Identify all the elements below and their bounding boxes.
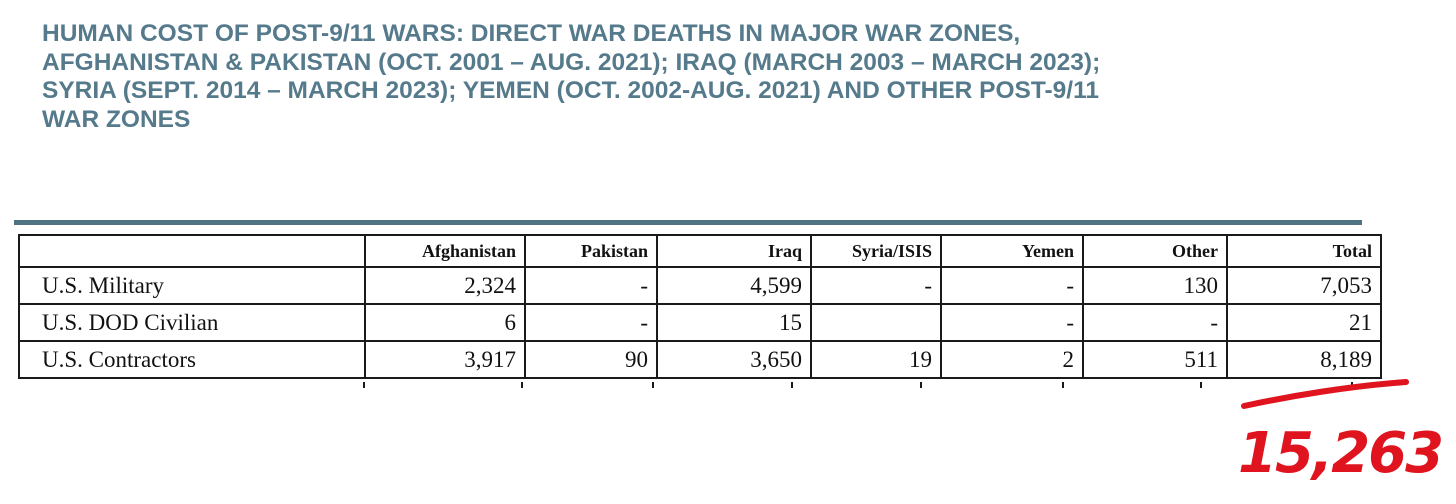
column-divider-tail: [521, 382, 523, 388]
title-line-4: WAR ZONES: [42, 105, 191, 133]
table-cell: -: [524, 266, 658, 305]
table-cell: -: [1082, 303, 1228, 342]
table-cell: 130: [1082, 266, 1228, 305]
table-cell: 511: [1082, 340, 1228, 379]
table-cell: [810, 303, 942, 342]
table-cell: 19: [810, 340, 942, 379]
table-row: U.S. Military 2,324 - 4,599 - - 130 7,05…: [18, 266, 1382, 305]
header-cell-blank: [18, 234, 366, 268]
title-line-1: HUMAN COST OF POST-9/11 WARS: DIRECT WAR…: [42, 20, 1021, 47]
title-line-3: SYRIA (SEPT. 2014 – MARCH 2023); YEMEN (…: [42, 77, 1100, 104]
column-divider-tail: [1200, 382, 1202, 388]
table-cell: 2: [940, 340, 1084, 379]
table-row: U.S. Contractors 3,917 90 3,650 19 2 511…: [18, 340, 1382, 379]
table-cell: 6: [364, 303, 526, 342]
header-cell-yemen: Yemen: [940, 234, 1084, 268]
page-title: HUMAN COST OF POST-9/11 WARS: DIRECT WAR…: [42, 20, 1362, 134]
table-cell: -: [940, 266, 1084, 305]
table-cell: 90: [524, 340, 658, 379]
header-cell-pakistan: Pakistan: [524, 234, 658, 268]
table-cell: -: [524, 303, 658, 342]
header-divider: [14, 220, 1362, 225]
table-cell: 8,189: [1226, 340, 1382, 379]
table-cell: -: [810, 266, 942, 305]
table-cell: 3,650: [656, 340, 812, 379]
header-cell-afghanistan: Afghanistan: [364, 234, 526, 268]
deaths-table: Afghanistan Pakistan Iraq Syria/ISIS Yem…: [18, 234, 1382, 379]
handwritten-total-annotation: 15,263: [1238, 379, 1444, 486]
column-divider-tail: [1062, 382, 1064, 388]
header-cell-total: Total: [1226, 234, 1382, 268]
header-cell-iraq: Iraq: [656, 234, 812, 268]
table-cell: 21: [1226, 303, 1382, 342]
header-cell-syria-isis: Syria/ISIS: [810, 234, 942, 268]
row-label: U.S. Contractors: [18, 340, 366, 379]
table-cell: 2,324: [364, 266, 526, 305]
handwritten-underline: [1241, 379, 1409, 409]
table-row: U.S. DOD Civilian 6 - 15 - - 21: [18, 303, 1382, 342]
title-line-2: AFGHANISTAN & PAKISTAN (OCT. 2001 – AUG.…: [42, 48, 1101, 76]
row-label: U.S. DOD Civilian: [18, 303, 366, 342]
column-divider-tail: [652, 382, 654, 388]
column-divider-tail: [363, 382, 365, 388]
table-header-row: Afghanistan Pakistan Iraq Syria/ISIS Yem…: [18, 234, 1382, 268]
table-cell: 4,599: [656, 266, 812, 305]
handwritten-total-text: 15,263: [1238, 421, 1442, 486]
column-divider-tail: [920, 382, 922, 388]
table-cell: -: [940, 303, 1084, 342]
column-divider-tail: [791, 382, 793, 388]
table-cell: 15: [656, 303, 812, 342]
row-label: U.S. Military: [18, 266, 366, 305]
header-cell-other: Other: [1082, 234, 1228, 268]
table-cell: 3,917: [364, 340, 526, 379]
table-cell: 7,053: [1226, 266, 1382, 305]
